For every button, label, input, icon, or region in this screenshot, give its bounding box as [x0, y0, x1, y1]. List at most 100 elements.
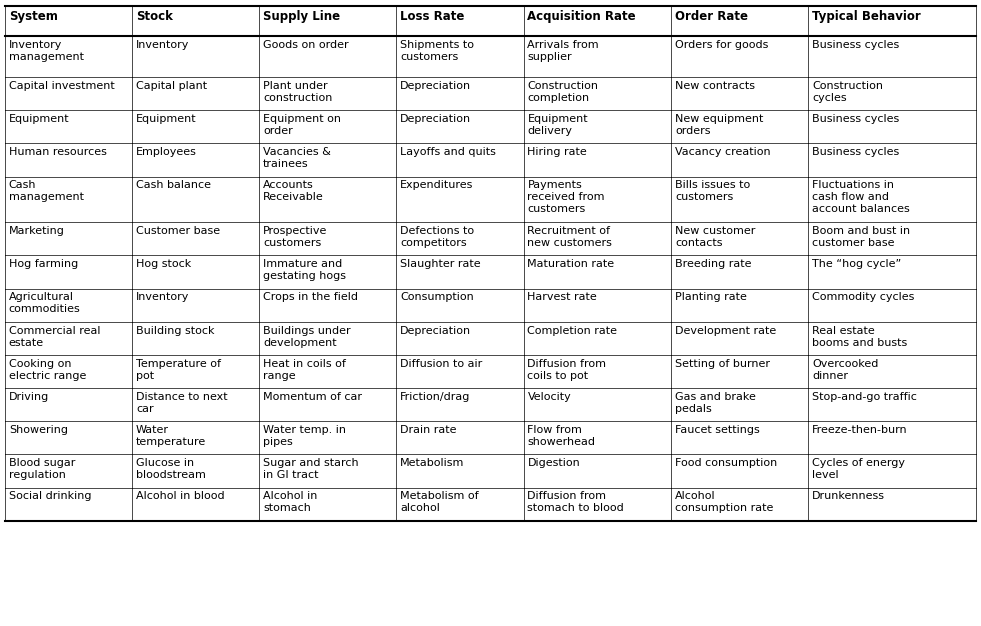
- Text: Buildings under
development: Buildings under development: [263, 326, 350, 347]
- Text: Fluctuations in
cash flow and
account balances: Fluctuations in cash flow and account ba…: [812, 180, 910, 214]
- Text: Driving: Driving: [9, 392, 49, 402]
- Text: Slaughter rate: Slaughter rate: [400, 259, 481, 269]
- Text: Completion rate: Completion rate: [528, 326, 617, 336]
- Text: Maturation rate: Maturation rate: [528, 259, 615, 269]
- Text: Order Rate: Order Rate: [675, 10, 748, 23]
- Text: Showering: Showering: [9, 425, 68, 435]
- Text: Capital investment: Capital investment: [9, 81, 115, 91]
- Text: Equipment: Equipment: [136, 114, 196, 124]
- Text: Commodity cycles: Commodity cycles: [812, 292, 914, 302]
- Text: Diffusion to air: Diffusion to air: [400, 359, 483, 369]
- Text: Food consumption: Food consumption: [675, 458, 777, 468]
- Text: Blood sugar
regulation: Blood sugar regulation: [9, 458, 76, 480]
- Text: Inventory
management: Inventory management: [9, 40, 83, 62]
- Text: Heat in coils of
range: Heat in coils of range: [263, 359, 346, 381]
- Text: Cycles of energy
level: Cycles of energy level: [812, 458, 905, 480]
- Text: Depreciation: Depreciation: [400, 81, 472, 91]
- Text: Plant under
construction: Plant under construction: [263, 81, 333, 103]
- Text: Defections to
competitors: Defections to competitors: [400, 226, 475, 248]
- Text: Construction
cycles: Construction cycles: [812, 81, 883, 103]
- Text: Depreciation: Depreciation: [400, 326, 472, 336]
- Text: Equipment
delivery: Equipment delivery: [528, 114, 588, 136]
- Text: System: System: [9, 10, 58, 23]
- Text: Drain rate: Drain rate: [400, 425, 457, 435]
- Text: Sugar and starch
in GI tract: Sugar and starch in GI tract: [263, 458, 359, 480]
- Text: Stock: Stock: [136, 10, 173, 23]
- Text: Crops in the field: Crops in the field: [263, 292, 358, 302]
- Text: Velocity: Velocity: [528, 392, 571, 402]
- Text: New contracts: New contracts: [675, 81, 755, 91]
- Text: Breeding rate: Breeding rate: [675, 259, 751, 269]
- Text: Metabolism of
alcohol: Metabolism of alcohol: [400, 491, 479, 513]
- Text: Cooking on
electric range: Cooking on electric range: [9, 359, 86, 381]
- Text: Alcohol in
stomach: Alcohol in stomach: [263, 491, 318, 513]
- Text: Business cycles: Business cycles: [812, 40, 900, 50]
- Text: Orders for goods: Orders for goods: [675, 40, 768, 50]
- Text: Social drinking: Social drinking: [9, 491, 91, 501]
- Text: Bills issues to
customers: Bills issues to customers: [675, 180, 750, 202]
- Text: Payments
received from
customers: Payments received from customers: [528, 180, 605, 214]
- Text: Drunkenness: Drunkenness: [812, 491, 885, 501]
- Text: Hiring rate: Hiring rate: [528, 147, 588, 157]
- Text: Diffusion from
stomach to blood: Diffusion from stomach to blood: [528, 491, 624, 513]
- Text: Digestion: Digestion: [528, 458, 580, 468]
- Text: Planting rate: Planting rate: [675, 292, 747, 302]
- Text: Gas and brake
pedals: Gas and brake pedals: [675, 392, 755, 414]
- Text: Distance to next
car: Distance to next car: [136, 392, 228, 414]
- Text: Boom and bust in
customer base: Boom and bust in customer base: [812, 226, 910, 248]
- Text: Business cycles: Business cycles: [812, 147, 900, 157]
- Text: Vacancy creation: Vacancy creation: [675, 147, 770, 157]
- Text: Construction
completion: Construction completion: [528, 81, 598, 103]
- Text: Development rate: Development rate: [675, 326, 776, 336]
- Text: Overcooked
dinner: Overcooked dinner: [812, 359, 879, 381]
- Text: Alcohol in blood: Alcohol in blood: [136, 491, 225, 501]
- Text: Consumption: Consumption: [400, 292, 474, 302]
- Text: Stop-and-go traffic: Stop-and-go traffic: [812, 392, 917, 402]
- Text: Marketing: Marketing: [9, 226, 65, 236]
- Text: Goods on order: Goods on order: [263, 40, 348, 50]
- Text: Loss Rate: Loss Rate: [400, 10, 465, 23]
- Text: Equipment: Equipment: [9, 114, 70, 124]
- Text: Recruitment of
new customers: Recruitment of new customers: [528, 226, 612, 248]
- Text: Building stock: Building stock: [136, 326, 215, 336]
- Text: New customer
contacts: New customer contacts: [675, 226, 755, 248]
- Text: Temperature of
pot: Temperature of pot: [136, 359, 221, 381]
- Text: Setting of burner: Setting of burner: [675, 359, 770, 369]
- Text: The “hog cycle”: The “hog cycle”: [812, 259, 902, 269]
- Text: Cash
management: Cash management: [9, 180, 83, 202]
- Text: Friction/drag: Friction/drag: [400, 392, 471, 402]
- Text: Acquisition Rate: Acquisition Rate: [528, 10, 636, 23]
- Text: Arrivals from
supplier: Arrivals from supplier: [528, 40, 599, 62]
- Text: Cash balance: Cash balance: [136, 180, 211, 190]
- Text: Water temp. in
pipes: Water temp. in pipes: [263, 425, 346, 447]
- Text: Alcohol
consumption rate: Alcohol consumption rate: [675, 491, 773, 513]
- Text: Depreciation: Depreciation: [400, 114, 472, 124]
- Text: Employees: Employees: [136, 147, 197, 157]
- Text: Human resources: Human resources: [9, 147, 107, 157]
- Text: Immature and
gestating hogs: Immature and gestating hogs: [263, 259, 346, 281]
- Text: Prospective
customers: Prospective customers: [263, 226, 328, 248]
- Text: Flow from
showerhead: Flow from showerhead: [528, 425, 595, 447]
- Text: Freeze-then-burn: Freeze-then-burn: [812, 425, 907, 435]
- Text: Capital plant: Capital plant: [136, 81, 207, 91]
- Text: Commercial real
estate: Commercial real estate: [9, 326, 100, 347]
- Text: Equipment on
order: Equipment on order: [263, 114, 341, 136]
- Text: Business cycles: Business cycles: [812, 114, 900, 124]
- Text: Water
temperature: Water temperature: [136, 425, 206, 447]
- Text: Momentum of car: Momentum of car: [263, 392, 362, 402]
- Text: Inventory: Inventory: [136, 40, 189, 50]
- Text: Agricultural
commodities: Agricultural commodities: [9, 292, 80, 314]
- Text: Real estate
booms and busts: Real estate booms and busts: [812, 326, 907, 347]
- Text: Hog farming: Hog farming: [9, 259, 78, 269]
- Text: Inventory: Inventory: [136, 292, 189, 302]
- Text: Typical Behavior: Typical Behavior: [812, 10, 921, 23]
- Text: Customer base: Customer base: [136, 226, 220, 236]
- Text: Vacancies &
trainees: Vacancies & trainees: [263, 147, 331, 169]
- Text: Faucet settings: Faucet settings: [675, 425, 759, 435]
- Text: Supply Line: Supply Line: [263, 10, 340, 23]
- Text: Shipments to
customers: Shipments to customers: [400, 40, 475, 62]
- Text: Expenditures: Expenditures: [400, 180, 474, 190]
- Text: Harvest rate: Harvest rate: [528, 292, 597, 302]
- Text: Accounts
Receivable: Accounts Receivable: [263, 180, 324, 202]
- Text: Metabolism: Metabolism: [400, 458, 465, 468]
